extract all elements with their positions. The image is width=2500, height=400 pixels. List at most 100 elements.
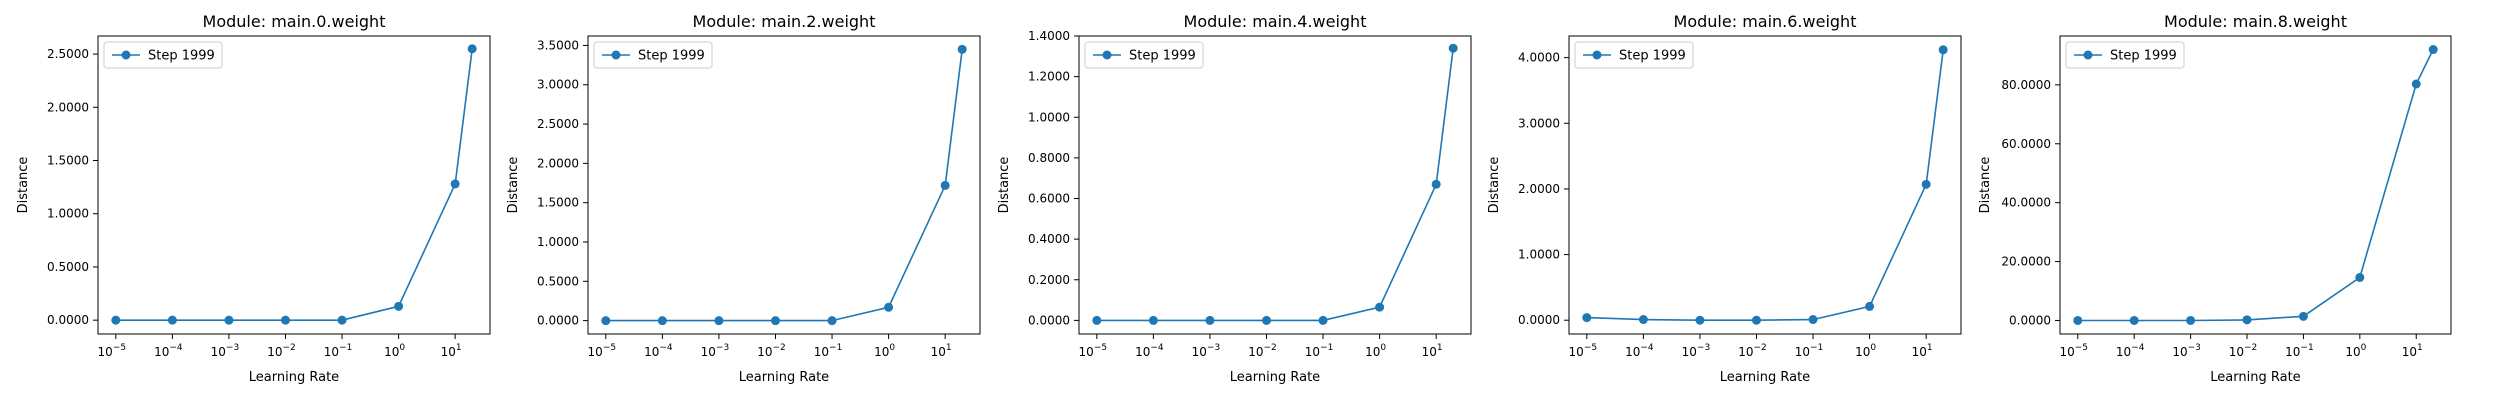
legend-label: Step 1999	[1129, 49, 1196, 64]
data-point	[167, 315, 177, 325]
x-tick-label-exponent: −3	[716, 343, 729, 353]
x-tick-label: 10−3	[1192, 343, 1221, 359]
y-tick-label: 0.0000	[47, 313, 89, 327]
x-tick-label-base: 10	[1625, 345, 1640, 359]
y-tick-label: 1.0000	[1028, 110, 1070, 124]
x-tick-label-exponent: −2	[1753, 343, 1766, 353]
y-tick-label: 2.0000	[537, 156, 579, 170]
x-axis-label: Learning Rate	[2210, 370, 2300, 385]
y-tick-label: 0.0000	[2009, 313, 2051, 327]
y-tick-label: 80.0000	[2001, 78, 2051, 92]
data-point	[1375, 302, 1385, 312]
y-tick-label: 1.2000	[1028, 70, 1070, 84]
x-tick-label-base: 10	[267, 345, 282, 359]
chart-title: Module: main.6.weight	[1674, 12, 1857, 31]
x-tick-label: 10−1	[324, 343, 353, 359]
x-tick-label-exponent: −3	[1697, 343, 1710, 353]
data-point	[2073, 315, 2083, 325]
x-tick-label: 10−5	[2059, 343, 2088, 359]
x-tick-label-exponent: 0	[1380, 343, 1386, 353]
data-point	[1148, 315, 1158, 325]
data-point	[827, 316, 837, 326]
y-tick-label: 2.5000	[537, 117, 579, 131]
x-tick-label: 10−2	[267, 343, 296, 359]
x-tick-label-base: 10	[2059, 345, 2074, 359]
x-tick-label: 10−1	[1795, 343, 1824, 359]
y-axis-label: Distance	[1487, 157, 1502, 214]
x-tick-label: 10−2	[1738, 343, 1767, 359]
x-tick-label-base: 10	[757, 345, 772, 359]
data-point	[657, 316, 667, 326]
y-tick-label: 1.0000	[1518, 248, 1560, 262]
x-tick-label: 100	[1365, 343, 1386, 359]
data-point	[957, 44, 967, 54]
data-point	[2242, 315, 2252, 325]
x-tick-label-exponent: −2	[2244, 343, 2257, 353]
x-tick-label-base: 10	[1855, 345, 1870, 359]
legend-box	[1084, 41, 1204, 69]
x-tick-label-exponent: −4	[2131, 343, 2145, 353]
x-tick-label: 101	[1912, 343, 1933, 359]
data-point	[1431, 179, 1441, 189]
x-tick-label-exponent: −5	[113, 343, 126, 353]
y-tick-label: 0.5000	[537, 274, 579, 288]
x-axis-label: Learning Rate	[249, 370, 339, 385]
x-tick-label-exponent: −3	[2188, 343, 2201, 353]
x-tick-label: 10−4	[644, 343, 673, 359]
data-point	[337, 315, 347, 325]
x-tick-label: 10−4	[2116, 343, 2145, 359]
x-tick-label-base: 10	[2116, 345, 2131, 359]
x-tick-label-exponent: −3	[1207, 343, 1220, 353]
y-axis-label: Distance	[16, 157, 31, 214]
x-tick-label-exponent: −1	[2300, 343, 2313, 353]
x-axis-label: Learning Rate	[739, 370, 829, 385]
y-tick-label: 0.6000	[1028, 192, 1070, 206]
data-point	[2298, 311, 2308, 321]
x-tick-label: 10−2	[1248, 343, 1277, 359]
data-point	[1638, 315, 1648, 325]
y-tick-label: 3.0000	[537, 78, 579, 92]
x-tick-label: 10−5	[1079, 343, 1108, 359]
x-tick-label-base: 10	[1795, 345, 1810, 359]
data-point	[1261, 315, 1271, 325]
x-tick-label-exponent: 1	[2417, 343, 2423, 353]
x-tick-label: 10−4	[1135, 343, 1164, 359]
y-axis-label: Distance	[1978, 157, 1993, 214]
x-tick-label-base: 10	[1135, 345, 1150, 359]
legend-box	[593, 41, 713, 69]
plot-frame	[1568, 35, 1962, 335]
x-tick-label-base: 10	[1422, 345, 1437, 359]
data-point	[2411, 79, 2421, 89]
x-tick-label-base: 10	[814, 345, 829, 359]
data-point	[770, 316, 780, 326]
y-tick-label: 0.0000	[1028, 313, 1070, 327]
series-line	[1586, 49, 1944, 322]
legend-label: Step 1999	[1619, 49, 1686, 64]
x-tick-label: 10−4	[1625, 343, 1654, 359]
legend-label: Step 1999	[148, 49, 215, 64]
x-tick-label-base: 10	[211, 345, 226, 359]
x-tick-label-exponent: −5	[1094, 343, 1107, 353]
x-tick-label: 100	[384, 343, 405, 359]
x-tick-label-base: 10	[154, 345, 169, 359]
data-point	[2129, 315, 2139, 325]
x-tick-label-base: 10	[324, 345, 339, 359]
x-tick-label-exponent: 0	[2361, 343, 2367, 353]
x-tick-label: 101	[931, 343, 952, 359]
data-point	[1448, 43, 1458, 53]
y-tick-label: 3.5000	[537, 38, 579, 52]
data-point	[2355, 272, 2365, 282]
x-tick-label-exponent: −3	[226, 343, 239, 353]
x-tick-label: 10−3	[701, 343, 730, 359]
x-tick-label: 10−2	[757, 343, 786, 359]
chart-title: Module: main.2.weight	[693, 12, 876, 31]
y-tick-label: 2.0000	[1518, 182, 1560, 196]
x-tick-label-base: 10	[1248, 345, 1263, 359]
y-tick-label: 2.5000	[47, 47, 89, 61]
plot-frame	[97, 35, 491, 335]
series-line	[1096, 48, 1454, 322]
x-tick-label-exponent: −2	[282, 343, 295, 353]
x-tick-label-base: 10	[1569, 345, 1584, 359]
